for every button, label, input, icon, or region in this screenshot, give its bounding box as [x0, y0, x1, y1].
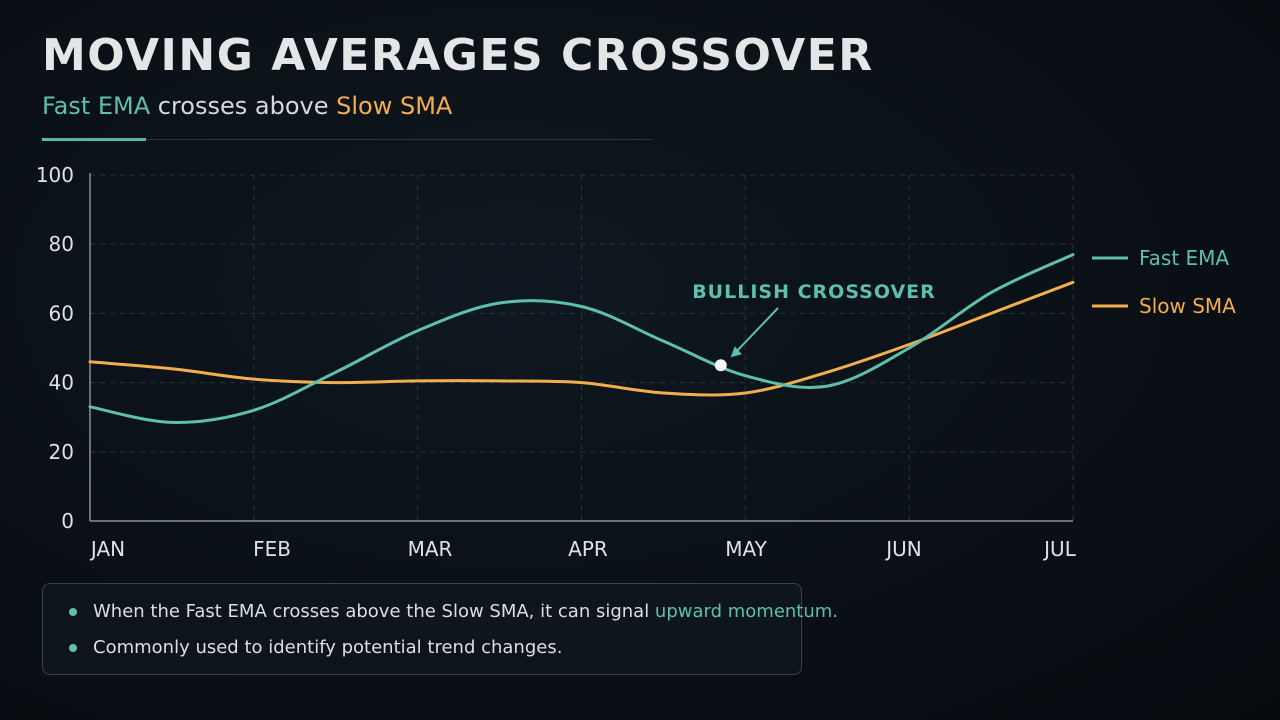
chart-annotation: BULLISH CROSSOVER — [692, 281, 936, 372]
subtitle-connector: crosses above — [150, 92, 337, 120]
page-subtitle: Fast EMA crosses above Slow SMA — [42, 92, 452, 120]
page-title: MOVING AVERAGES CROSSOVER — [42, 30, 874, 81]
note-text: When the Fast EMA crosses above the Slow… — [93, 601, 655, 622]
annotation-arrow-line — [734, 307, 779, 354]
x-tick-label: JUN — [884, 537, 922, 561]
title-divider — [42, 139, 652, 140]
annotation-arrowhead-icon — [730, 346, 742, 358]
series-line-fast-ema — [88, 253, 1075, 424]
note-text: Commonly used to identify potential tren… — [93, 637, 563, 658]
x-tick-label: MAY — [725, 537, 767, 561]
note-item-momentum: When the Fast EMA crosses above the Slow… — [69, 601, 838, 622]
y-tick-label: 80 — [49, 232, 74, 256]
chart-axes: 0 20 40 60 80 100 JAN FEB MAR APR MAY JUN JUL — [36, 163, 1077, 561]
line-chart: 0 20 40 60 80 100 JAN FEB MAR APR MAY JUN JUL BULLIS… — [36, 163, 1236, 561]
x-tick-label: JAN — [89, 537, 125, 561]
x-tick-label: APR — [568, 537, 608, 561]
subtitle-fast-ema: Fast EMA — [42, 92, 151, 120]
y-tick-label: 20 — [49, 440, 74, 464]
crossover-point — [714, 359, 727, 372]
series-line-slow-sma — [88, 280, 1075, 397]
bullet-dot-icon — [69, 644, 77, 652]
note-highlight: upward momentum. — [654, 601, 839, 622]
annotation-label: BULLISH CROSSOVER — [692, 281, 936, 303]
x-tick-label: FEB — [253, 537, 291, 561]
y-tick-label: 0 — [61, 509, 74, 533]
chart-series — [88, 253, 1075, 424]
notes-panel: When the Fast EMA crosses above the Slow… — [42, 583, 838, 675]
title-divider-accent — [42, 138, 146, 141]
legend-label-fast-ema: Fast EMA — [1139, 246, 1229, 270]
x-tick-label: MAR — [408, 537, 453, 561]
x-tick-label: JUL — [1042, 537, 1077, 561]
bullet-dot-icon — [69, 608, 77, 616]
chart-legend: Fast EMA Slow SMA — [1092, 246, 1236, 318]
subtitle-slow-sma: Slow SMA — [336, 92, 453, 120]
note-item-trend: Commonly used to identify potential tren… — [69, 637, 562, 658]
y-tick-label: 60 — [49, 301, 74, 325]
y-tick-label: 40 — [49, 371, 74, 395]
chart-grid — [90, 174, 1074, 521]
y-tick-label: 100 — [36, 163, 74, 187]
legend-label-slow-sma: Slow SMA — [1139, 294, 1236, 318]
